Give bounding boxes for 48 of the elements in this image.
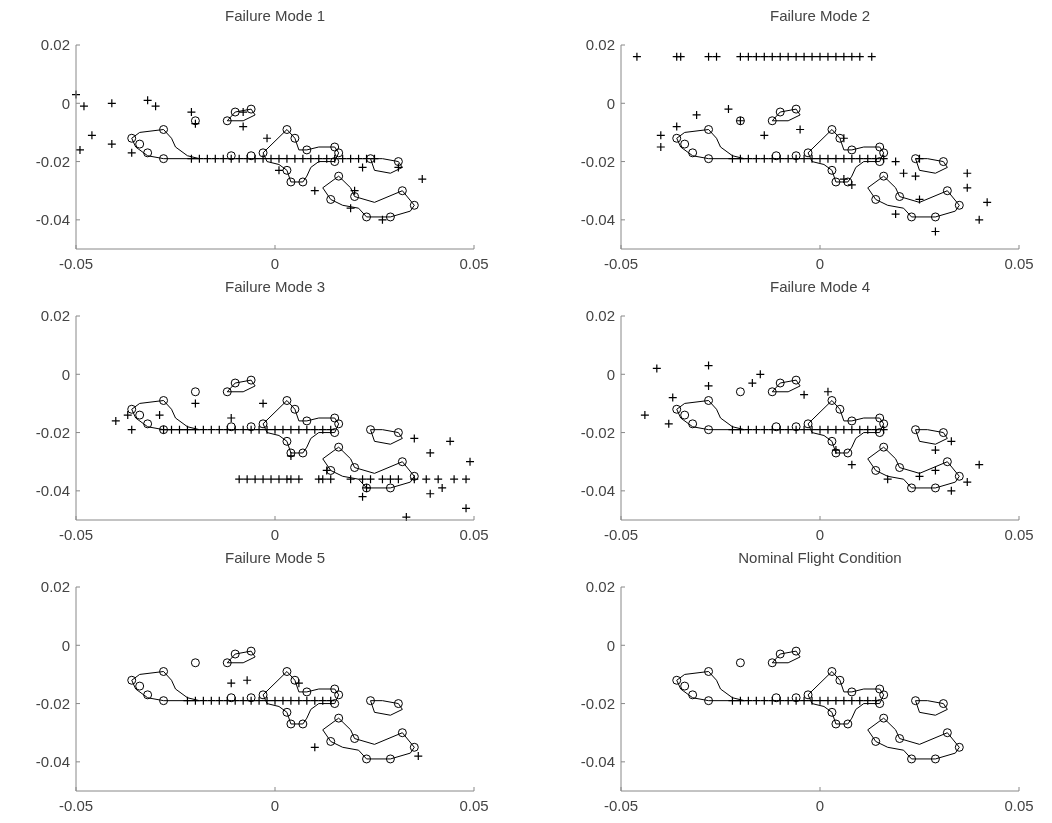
x-tick-label: -0.05 — [603, 797, 639, 814]
y-tick-label: 0 — [606, 636, 615, 654]
y-tick-label: -0.02 — [35, 152, 70, 170]
y-tick-label: -0.02 — [580, 152, 615, 170]
x-tick-label: 0.05 — [459, 526, 489, 543]
y-tick-label: 0.02 — [585, 578, 615, 596]
y-tick-label: 0 — [61, 636, 70, 654]
x-tick-label: 0.05 — [459, 255, 489, 272]
x-tick-label: -0.05 — [58, 526, 94, 543]
x-tick-label: 0.05 — [1004, 797, 1034, 814]
y-tick-label: -0.04 — [35, 753, 70, 771]
y-tick-label: 0.02 — [40, 578, 70, 596]
x-tick-label: 0 — [815, 526, 825, 543]
y-tick-label: -0.04 — [35, 211, 70, 229]
x-tick-label: -0.05 — [58, 797, 94, 814]
y-tick-label: -0.02 — [35, 694, 70, 712]
x-tick-label: 0 — [270, 526, 280, 543]
y-tick-label: -0.04 — [580, 211, 615, 229]
chart-title: Failure Mode 1 — [224, 7, 326, 24]
y-tick-label: -0.04 — [580, 753, 615, 771]
y-tick-label: 0 — [606, 94, 615, 112]
y-tick-label: 0 — [606, 365, 615, 383]
chart-title: Failure Mode 5 — [224, 549, 326, 566]
x-tick-label: -0.05 — [603, 255, 639, 272]
y-tick-label: -0.04 — [580, 482, 615, 500]
y-tick-label: 0.02 — [585, 36, 615, 54]
x-tick-label: 0 — [815, 797, 825, 814]
y-tick-label: 0 — [61, 94, 70, 112]
x-tick-label: 0.05 — [459, 797, 489, 814]
x-tick-label: 0 — [270, 255, 280, 272]
chart-title: Nominal Flight Condition — [738, 549, 902, 566]
x-tick-label: -0.05 — [58, 255, 94, 272]
y-tick-label: 0.02 — [40, 307, 70, 325]
y-tick-label: -0.04 — [35, 482, 70, 500]
chart-title: Failure Mode 2 — [769, 7, 871, 24]
y-tick-label: 0.02 — [40, 36, 70, 54]
y-tick-label: 0.02 — [585, 307, 615, 325]
x-tick-label: 0 — [815, 255, 825, 272]
y-tick-label: -0.02 — [580, 423, 615, 441]
y-tick-label: -0.02 — [580, 694, 615, 712]
x-tick-label: -0.05 — [603, 526, 639, 543]
chart-title: Failure Mode 3 — [224, 278, 326, 295]
y-tick-label: -0.02 — [35, 423, 70, 441]
x-tick-label: 0 — [270, 797, 280, 814]
chart-title: Failure Mode 4 — [769, 278, 871, 295]
x-tick-label: 0.05 — [1004, 255, 1034, 272]
y-tick-label: 0 — [61, 365, 70, 383]
x-tick-label: 0.05 — [1004, 526, 1034, 543]
